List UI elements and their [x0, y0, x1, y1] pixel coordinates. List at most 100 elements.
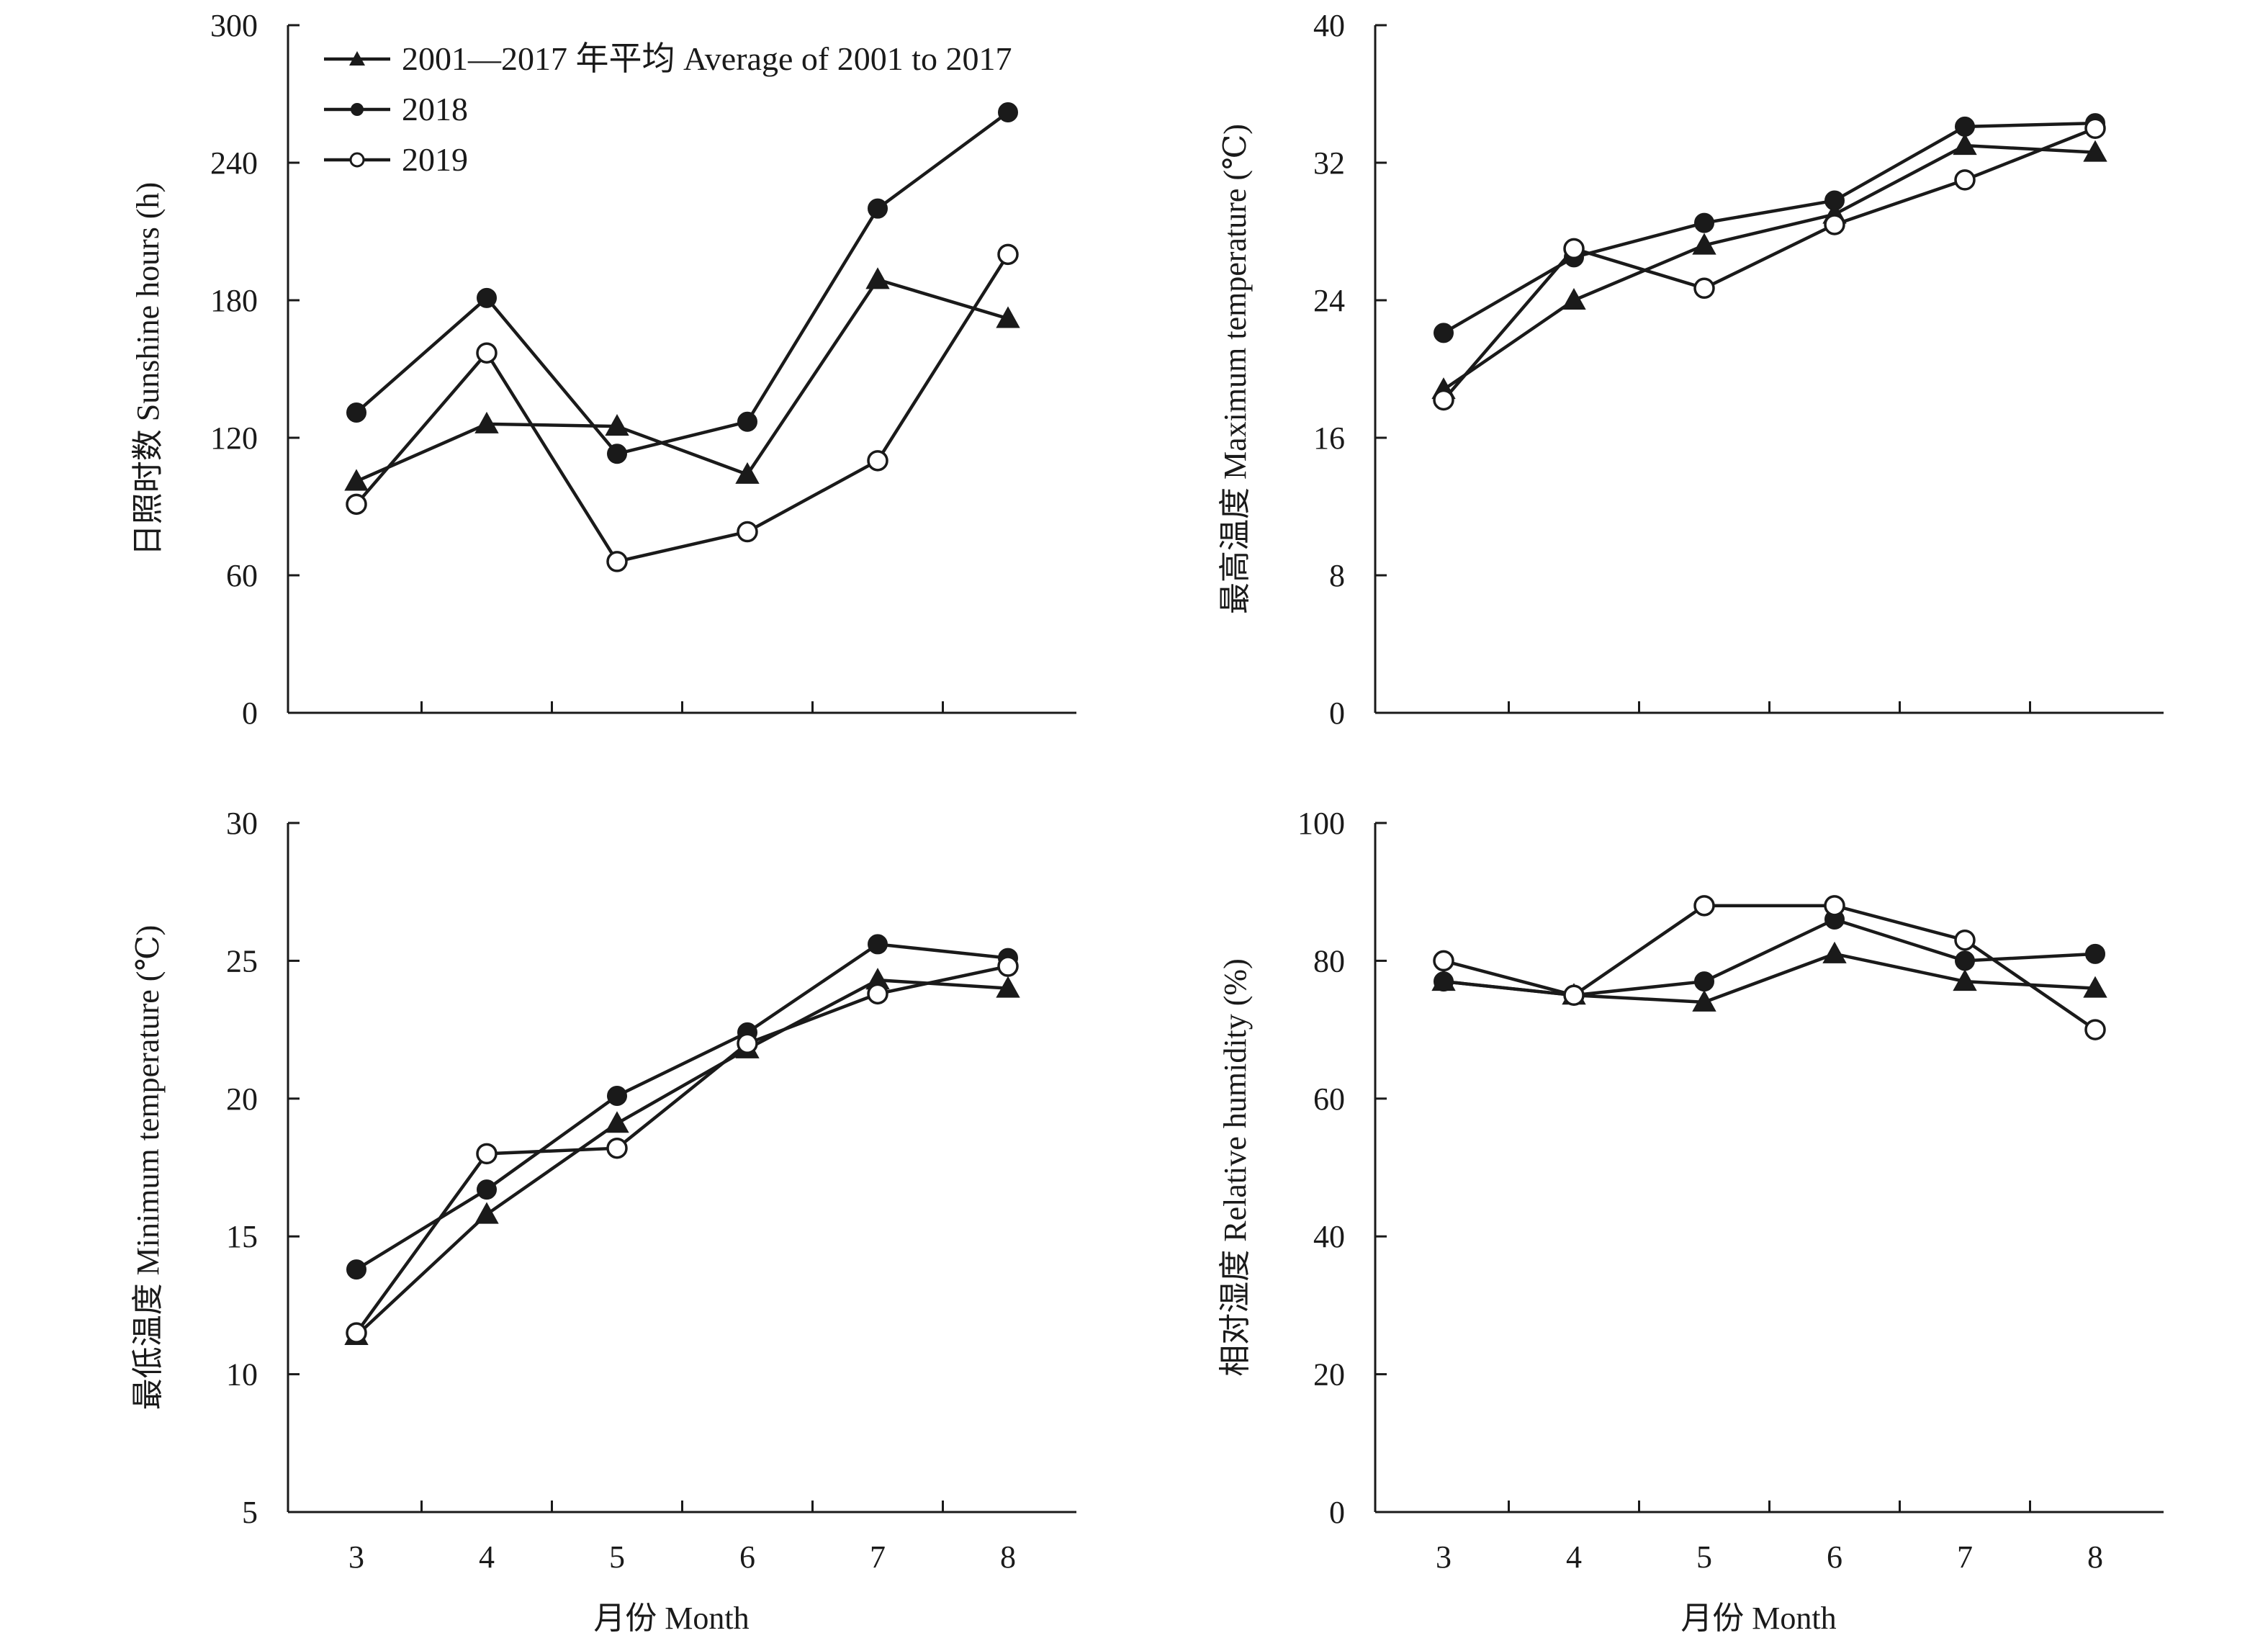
y-tick-label: 25 [226, 943, 258, 979]
series-triangle [344, 267, 1020, 491]
chart-panel-1: 0 60 120 180 240 300 日照时数 Sunshine hours (h) [130, 8, 1076, 731]
x-tick-label: 7 [1957, 1539, 1973, 1575]
data-point-triangle [1692, 989, 1716, 1012]
x-tick-label: 5 [609, 1539, 625, 1575]
y-axis-title: 最高温度 Maximum temperature (℃) [1218, 124, 1253, 614]
data-point-triangle [2083, 976, 2107, 998]
data-point-filled-circle [1434, 971, 1454, 992]
y-tick-label: 300 [210, 8, 258, 43]
series-triangle [1431, 941, 2107, 1012]
y-tick-label: 0 [242, 696, 258, 731]
y-tick-label: 8 [1329, 558, 1345, 593]
y-tick-label: 60 [1313, 1081, 1345, 1117]
x-tick-label: 8 [1000, 1539, 1016, 1575]
legend-marker-triangle [349, 51, 365, 66]
data-point-open-circle [2084, 117, 2106, 139]
data-point-open-circle [606, 551, 628, 572]
chart-panels: 0 60 120 180 240 300 日照时数 Sunshine hours (h) 0 8… [130, 8, 2164, 1633]
data-point-filled-circle [346, 402, 366, 423]
data-point-open-circle [2084, 1019, 2106, 1040]
series-line [356, 277, 1009, 483]
data-point-open-circle [1433, 950, 1454, 972]
x-axis-title: 月份 Month [1680, 1601, 1836, 1633]
x-tick-label: 8 [2087, 1539, 2103, 1575]
data-point-triangle [1692, 233, 1716, 255]
series-line [355, 943, 1009, 1272]
data-point-filled-circle [1434, 323, 1454, 343]
data-point-open-circle [346, 493, 367, 516]
x-tick-label: 4 [479, 1539, 495, 1575]
data-point-open-circle [997, 243, 1019, 266]
series-line [1442, 127, 2096, 401]
data-point-triangle [1953, 133, 1977, 156]
y-tick-label: 5 [242, 1495, 258, 1530]
x-tick-label: 3 [348, 1539, 364, 1575]
y-tick-label: 15 [226, 1219, 258, 1254]
series-triangle [1431, 133, 2107, 400]
data-point-filled-circle [998, 102, 1018, 122]
x-axis-title: 月份 Month [593, 1601, 749, 1633]
data-point-triangle [865, 267, 890, 289]
y-tick-label: 0 [1329, 696, 1345, 731]
data-point-open-circle [1824, 214, 1845, 235]
x-tick-label: 3 [1436, 1539, 1452, 1575]
legend-marker-filled-circle [351, 103, 364, 116]
data-point-filled-circle [1824, 190, 1845, 211]
legend-label: 2018 [402, 91, 468, 127]
data-point-open-circle [867, 983, 888, 1005]
legend-entry-3: 2019 [324, 141, 468, 178]
data-point-filled-circle [1694, 971, 1714, 992]
data-point-open-circle [1954, 929, 1976, 951]
y-tick-label: 240 [210, 145, 258, 181]
y-axis-title: 日照时数 Sunshine hours (h) [130, 182, 166, 556]
data-point-filled-circle [1955, 116, 1975, 137]
y-tick-label: 60 [226, 558, 258, 593]
data-point-filled-circle [1955, 950, 1975, 971]
chart-panel-2: 0 8 16 24 32 40 最高温度 Maximum temperature (℃) [1218, 8, 2164, 731]
y-axis-title: 相对湿度 Relative humidity (%) [1218, 958, 1253, 1376]
y-tick-label: 120 [210, 420, 258, 456]
data-point-filled-circle [1694, 212, 1714, 233]
series-filled-circle [1434, 909, 2105, 1006]
data-point-open-circle [867, 450, 888, 472]
series-line [1442, 121, 2096, 335]
y-tick-label: 20 [1313, 1357, 1345, 1393]
y-tick-label: 100 [1297, 806, 1345, 841]
legend-entry-2: 2018 [324, 91, 468, 127]
chart-panel-3: 5 10 15 20 25 30 3 4 5 6 7 8 最低温度 Minimum temperatur… [130, 806, 1076, 1633]
y-tick-label: 80 [1313, 943, 1345, 979]
data-point-triangle [474, 411, 499, 433]
data-point-open-circle [1693, 895, 1715, 917]
legend-marker-open-circle [349, 152, 365, 168]
x-tick-label: 6 [1827, 1539, 1842, 1575]
data-point-open-circle [606, 1137, 628, 1159]
series-filled-circle [346, 102, 1018, 464]
data-point-filled-circle [868, 934, 888, 955]
series-open-circle [1433, 895, 2106, 1040]
data-point-open-circle [1563, 238, 1585, 260]
data-point-triangle [2083, 140, 2107, 162]
data-point-triangle [474, 1202, 499, 1224]
data-point-triangle [996, 306, 1020, 328]
series-line [1442, 143, 2096, 392]
chart-panel-4: 0 20 40 60 80 100 3 4 5 6 7 8 相对湿度 Relative humidity… [1218, 806, 2164, 1633]
data-point-open-circle [1954, 169, 1976, 191]
series-line [355, 111, 1009, 456]
y-tick-label: 32 [1313, 145, 1345, 181]
data-point-triangle [605, 414, 629, 436]
data-point-open-circle [737, 1033, 758, 1054]
series-open-circle [346, 243, 1019, 572]
data-point-open-circle [1824, 895, 1845, 917]
data-point-filled-circle [737, 411, 757, 432]
y-axis-title: 最低温度 Minimum temperature (℃) [130, 925, 166, 1411]
data-point-triangle [344, 469, 369, 491]
series-filled-circle [1434, 113, 2105, 343]
series-line [355, 964, 1009, 1334]
legend-label: 2001—2017 年平均 Average of 2001 to 2017 [402, 40, 1012, 77]
y-tick-label: 180 [210, 283, 258, 318]
data-point-open-circle [346, 1322, 367, 1344]
legend-label: 2019 [402, 141, 468, 178]
data-point-filled-circle [346, 1259, 366, 1280]
y-tick-label: 20 [226, 1081, 258, 1117]
